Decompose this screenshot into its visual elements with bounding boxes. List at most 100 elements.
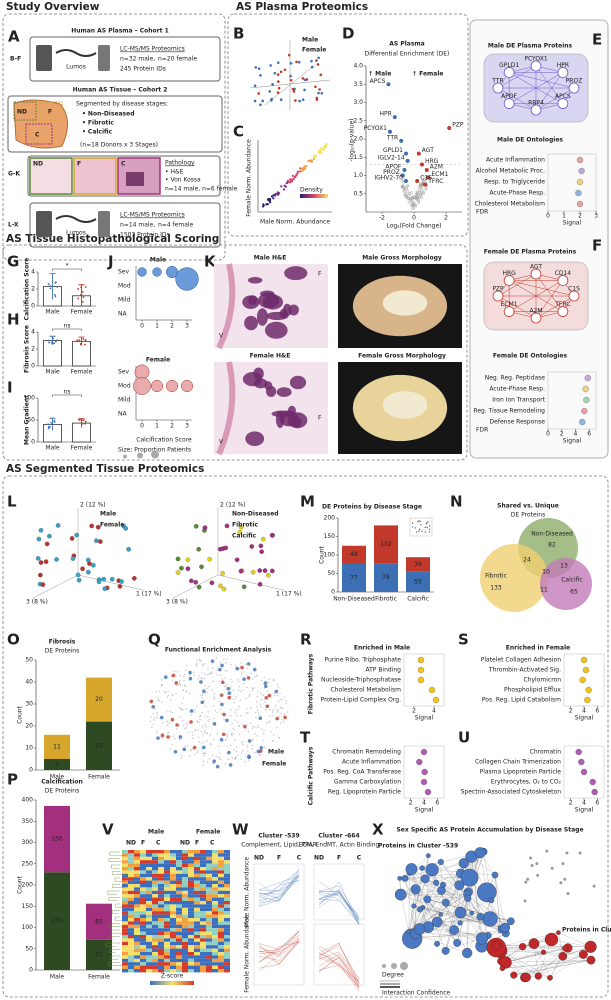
decoration (259, 746, 264, 750)
stage: ND (126, 840, 136, 847)
decoration (155, 691, 157, 693)
decoration (256, 695, 258, 698)
decoration (255, 701, 258, 703)
decoration (164, 870, 170, 874)
decoration (437, 858, 444, 866)
decoration (275, 716, 279, 721)
decoration (297, 60, 301, 64)
term: Pos. Reg. CoA Transferase (323, 769, 401, 776)
decoration (189, 578, 194, 584)
decoration (505, 952, 544, 963)
decoration (108, 858, 122, 862)
plasma-ontology-box (469, 19, 609, 459)
decoration (295, 60, 298, 64)
decoration (176, 911, 182, 915)
decoration (270, 97, 273, 101)
decoration (174, 674, 177, 676)
decoration (314, 85, 317, 89)
decoration (518, 943, 527, 951)
decoration (128, 962, 134, 966)
decoration (164, 952, 170, 956)
decoration (226, 670, 229, 672)
decoration (128, 938, 134, 942)
decoration (477, 882, 497, 903)
decoration (212, 941, 218, 946)
decoration (164, 894, 170, 898)
count: 133 (490, 585, 502, 592)
decoration (224, 860, 230, 864)
decoration (152, 850, 158, 854)
decoration (164, 914, 170, 918)
y-tick-label: 4 (31, 269, 35, 276)
decoration (152, 914, 158, 918)
decoration (206, 931, 212, 935)
decoration (188, 890, 194, 895)
decoration (152, 860, 158, 864)
signal-dot (576, 156, 584, 164)
decoration (505, 947, 568, 963)
decoration (505, 959, 591, 963)
decoration (212, 884, 218, 888)
decoration (247, 754, 251, 759)
decoration (81, 419, 83, 422)
decoration (249, 544, 255, 549)
decoration (32, 574, 79, 599)
decoration (428, 525, 431, 527)
decoration (543, 948, 566, 953)
decoration (415, 195, 419, 198)
decoration (218, 880, 224, 884)
signal-dot (576, 178, 584, 186)
decoration (176, 928, 182, 932)
axis-title: Fibrosis Score (24, 325, 31, 373)
decoration (240, 758, 242, 760)
decoration (415, 192, 419, 196)
decoration (255, 716, 257, 719)
volcano-point (402, 168, 407, 173)
decoration (278, 737, 281, 739)
decoration (206, 945, 212, 949)
decoration (201, 677, 203, 680)
decoration (194, 894, 200, 898)
x-tick-label: Male (50, 774, 65, 781)
decoration (182, 853, 188, 857)
decoration (209, 734, 212, 736)
decoration (170, 676, 173, 678)
decoration (194, 965, 200, 969)
decoration (310, 160, 314, 163)
panel-letter: R (300, 631, 312, 649)
decoration (48, 425, 51, 428)
decoration (176, 931, 182, 935)
decoration (158, 867, 164, 871)
decoration (284, 713, 286, 715)
decoration (128, 853, 134, 857)
panel-letter: E (592, 31, 602, 49)
decoration (242, 671, 244, 673)
decoration (188, 676, 193, 681)
decoration (208, 685, 210, 688)
decoration (200, 887, 206, 891)
decoration (300, 167, 303, 171)
decoration (182, 955, 188, 959)
decoration (276, 191, 279, 194)
stage: F (141, 840, 145, 847)
decoration (200, 730, 203, 733)
decoration (146, 931, 152, 935)
decoration (235, 709, 237, 711)
node-label: HPR (557, 62, 569, 69)
node-label: RBP4 (528, 100, 544, 107)
legend-title: FDR (476, 427, 488, 434)
decoration (175, 684, 177, 687)
decoration (128, 907, 134, 912)
decoration (562, 945, 569, 952)
decoration (123, 454, 127, 459)
decoration (502, 959, 591, 969)
x-tick-label: 0 (546, 213, 550, 220)
decoration (411, 522, 414, 524)
decoration (415, 531, 418, 533)
decoration (285, 700, 287, 702)
decoration (416, 199, 420, 202)
decoration (182, 884, 188, 888)
decoration (403, 192, 406, 195)
panel-title: Enriched in Female (506, 645, 570, 652)
decoration (134, 955, 140, 959)
